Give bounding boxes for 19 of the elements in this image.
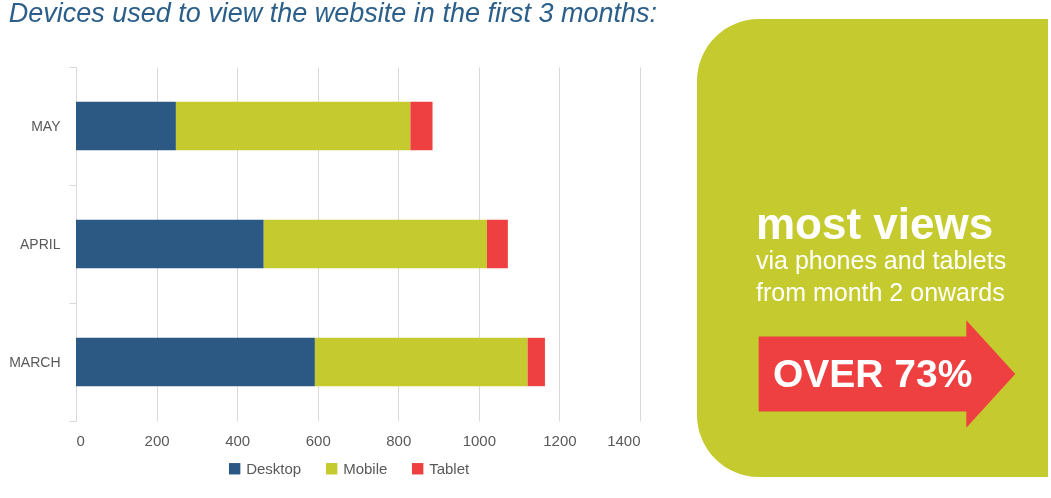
y-tick-label: APRIL: [20, 235, 61, 252]
legend-label: Mobile: [343, 459, 388, 477]
text: from month 2 onwards: [756, 277, 1005, 306]
x-tick-label: 800: [386, 431, 412, 449]
x-tick-label: 1200: [543, 431, 577, 449]
x-tick-label: 1000: [462, 431, 497, 449]
text: most views: [756, 199, 994, 248]
y-tick-label: MAY: [31, 117, 62, 134]
x-tick-label: 0: [76, 431, 85, 449]
chart-title: Devices used to view the website in the first 3 months:: [8, 0, 657, 28]
x-tick-label: 400: [225, 431, 251, 449]
legend-label: Desktop: [246, 459, 302, 477]
text: via phones and tablets: [756, 246, 1007, 274]
y-tick-label: MARCH: [9, 353, 61, 370]
x-tick-label: 200: [144, 431, 170, 449]
legend-label: Tablet: [429, 459, 471, 477]
x-tick-label: 1400: [607, 431, 641, 449]
x-tick-label: 600: [305, 431, 331, 449]
text: OVER 73%: [773, 352, 973, 395]
